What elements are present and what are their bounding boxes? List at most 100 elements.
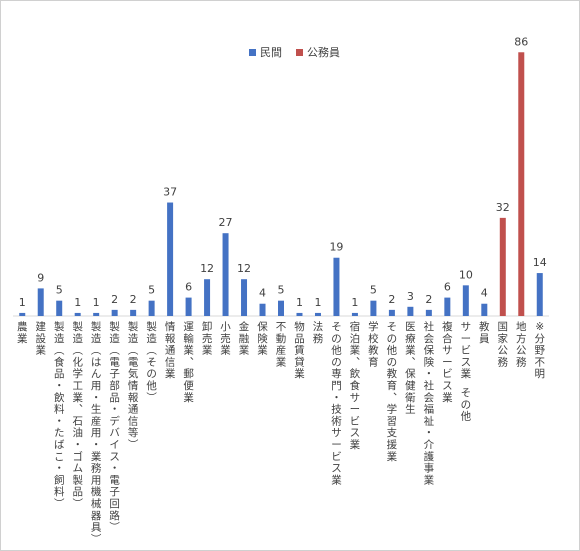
data-label: 86 xyxy=(514,35,528,48)
svg-text:た: た xyxy=(54,427,65,439)
svg-text:︑: ︑ xyxy=(350,356,361,368)
svg-text:サ: サ xyxy=(331,427,342,439)
svg-text:︵: ︵ xyxy=(146,345,157,357)
svg-text:・: ・ xyxy=(331,392,342,404)
data-label: 5 xyxy=(148,284,155,297)
bar xyxy=(259,303,266,316)
svg-text:校: 校 xyxy=(368,332,379,345)
svg-text:産: 産 xyxy=(276,344,287,357)
svg-text:業: 業 xyxy=(442,391,453,404)
bar xyxy=(74,312,81,316)
svg-text:サ: サ xyxy=(461,321,472,333)
svg-text:教: 教 xyxy=(368,344,379,357)
svg-text:生: 生 xyxy=(91,403,102,416)
svg-text:貸: 貸 xyxy=(294,355,305,368)
svg-text:小: 小 xyxy=(220,321,231,333)
svg-text:業: 業 xyxy=(183,344,194,357)
data-label: 12 xyxy=(237,262,251,275)
svg-text:︶: ︶ xyxy=(54,498,65,510)
svg-text:険: 険 xyxy=(424,356,435,368)
svg-text:業: 業 xyxy=(239,344,250,357)
category-tick-label: 農業 xyxy=(17,320,28,345)
bar xyxy=(314,312,321,316)
svg-text:融: 融 xyxy=(239,333,250,345)
bar xyxy=(278,300,284,316)
data-label: 37 xyxy=(163,186,177,199)
category-tick-label: 卸売業 xyxy=(202,320,213,357)
data-label: 2 xyxy=(111,293,118,306)
svg-text:護: 護 xyxy=(424,450,435,463)
bar xyxy=(536,273,543,316)
svg-text:そ: そ xyxy=(387,321,398,333)
svg-text:の: の xyxy=(146,368,157,380)
data-label: 1 xyxy=(314,296,321,309)
data-label: 6 xyxy=(185,281,192,294)
svg-text:・: ・ xyxy=(109,463,120,475)
svg-text:デ: デ xyxy=(109,414,120,427)
svg-text:造: 造 xyxy=(109,332,120,345)
svg-text:公: 公 xyxy=(516,345,527,357)
svg-text:造: 造 xyxy=(54,332,65,345)
svg-text:方: 方 xyxy=(516,332,527,345)
svg-text:不: 不 xyxy=(535,356,546,368)
data-label: 4 xyxy=(259,287,266,300)
svg-text:部: 部 xyxy=(109,379,120,392)
svg-text:・: ・ xyxy=(91,439,102,451)
svg-text:バ: バ xyxy=(109,427,120,439)
svg-text:ビ: ビ xyxy=(442,368,453,380)
svg-text:業: 業 xyxy=(91,450,102,463)
svg-text:地: 地 xyxy=(516,320,527,333)
svg-text:石: 石 xyxy=(72,415,83,427)
svg-text:育: 育 xyxy=(387,379,398,392)
svg-text:ば: ば xyxy=(54,439,65,451)
svg-text:の: の xyxy=(387,356,398,368)
svg-text:食: 食 xyxy=(350,379,361,392)
svg-text:飲: 飲 xyxy=(350,367,361,380)
svg-text:祉: 祉 xyxy=(424,415,435,427)
svg-text:学: 学 xyxy=(72,367,83,380)
svg-text:︑: ︑ xyxy=(387,392,398,404)
bar xyxy=(444,297,451,316)
svg-text:路: 路 xyxy=(109,509,120,522)
bar xyxy=(204,279,211,316)
svg-text:事: 事 xyxy=(424,462,435,475)
bar xyxy=(425,309,432,316)
legend-item-public: 公務員 xyxy=(296,44,340,60)
svg-text:通: 通 xyxy=(165,345,176,357)
svg-text:療: 療 xyxy=(405,332,416,345)
category-tick-label: 小売業 xyxy=(220,321,231,357)
svg-text:︶: ︶ xyxy=(91,533,102,545)
svg-text:造: 造 xyxy=(91,332,102,345)
bar xyxy=(93,312,100,316)
svg-text:務: 務 xyxy=(313,332,324,345)
svg-text:そ: そ xyxy=(146,356,157,368)
data-label: 2 xyxy=(425,293,432,306)
svg-text:ー: ー xyxy=(331,439,342,451)
svg-text:ー: ー xyxy=(461,333,472,345)
svg-text:生: 生 xyxy=(405,403,416,416)
data-label: 12 xyxy=(200,262,214,275)
svg-text:介: 介 xyxy=(424,439,435,451)
svg-text:︑: ︑ xyxy=(405,356,416,368)
svg-text:業: 業 xyxy=(220,344,231,357)
svg-text:の: の xyxy=(331,333,342,345)
svg-text:子: 子 xyxy=(109,486,120,498)
svg-text:学: 学 xyxy=(368,320,379,333)
svg-text:ビ: ビ xyxy=(461,345,472,357)
svg-text:務: 務 xyxy=(516,355,527,368)
svg-text:電: 電 xyxy=(109,474,120,486)
category-tick-label: 建設業 xyxy=(35,320,46,357)
svg-text:技: 技 xyxy=(331,403,342,416)
svg-text:・: ・ xyxy=(424,368,435,380)
svg-text:イ: イ xyxy=(109,439,120,451)
svg-text:健: 健 xyxy=(405,380,416,392)
bar xyxy=(130,309,137,316)
data-label: 1 xyxy=(351,296,358,309)
